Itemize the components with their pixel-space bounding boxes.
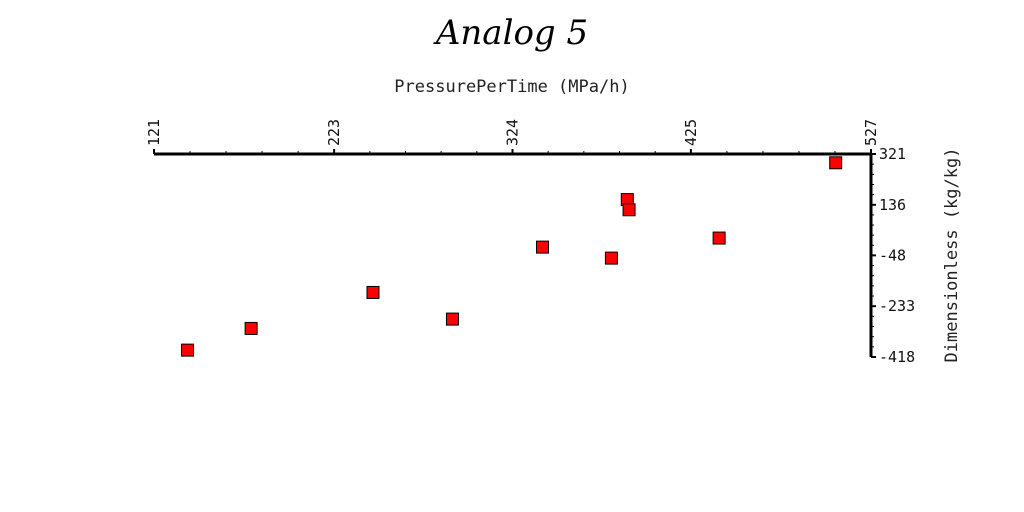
data-point xyxy=(712,231,726,245)
data-point xyxy=(622,203,636,217)
data-point xyxy=(244,321,258,335)
x-tick-label: 223 xyxy=(325,119,343,146)
data-point xyxy=(181,343,195,357)
data-points xyxy=(181,156,843,357)
x-tick-label: 324 xyxy=(504,119,522,146)
y-tick-label: -418 xyxy=(879,348,915,366)
data-point xyxy=(445,312,459,326)
data-point xyxy=(604,251,618,265)
chart-title: Analog 5 xyxy=(433,13,588,53)
y-tick-label: -233 xyxy=(879,297,915,315)
data-point xyxy=(829,156,843,170)
y-axis-label: Dimensionless (kg/kg) xyxy=(942,148,962,363)
y-tick-label: 321 xyxy=(879,145,906,163)
data-point xyxy=(536,240,550,254)
x-axis-label: PressurePerTime (MPa/h) xyxy=(394,77,629,97)
x-tick-label: 527 xyxy=(862,119,880,146)
y-tick-label: -48 xyxy=(879,246,906,264)
y-tick-label: 136 xyxy=(879,196,906,214)
x-tick-label: 121 xyxy=(145,119,163,146)
data-point xyxy=(366,285,380,299)
x-tick-label: 425 xyxy=(682,119,700,146)
